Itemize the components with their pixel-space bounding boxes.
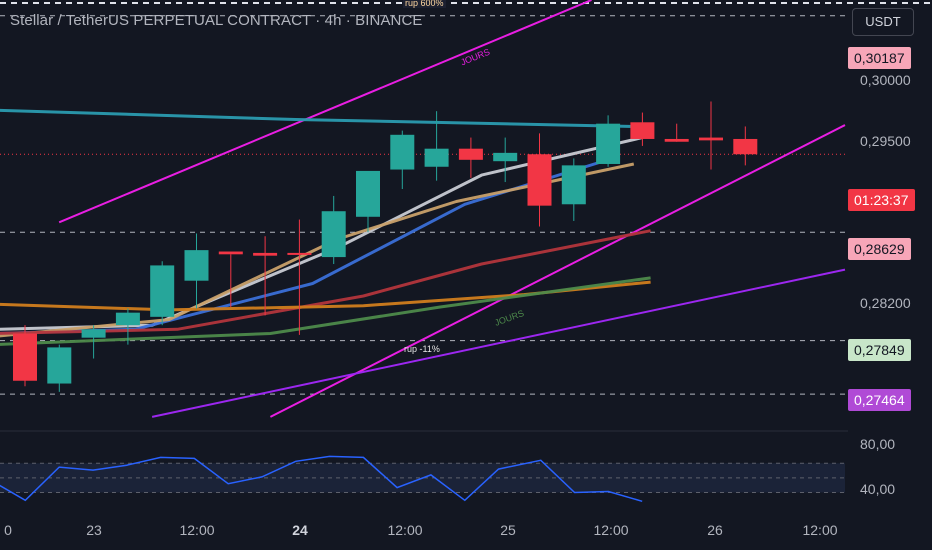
- candle-body[interactable]: [356, 170, 380, 217]
- moving-average-line: [0, 229, 651, 335]
- candle-body[interactable]: [458, 148, 483, 160]
- candle-body[interactable]: [596, 123, 621, 164]
- price-axis-label: 0,29500: [860, 133, 911, 149]
- candle-body[interactable]: [561, 165, 586, 205]
- time-axis-label: 26: [707, 522, 723, 538]
- price-badge-level-27849: 0,27849: [848, 339, 911, 361]
- time-axis-label: 0: [4, 522, 12, 538]
- candle-body[interactable]: [390, 134, 415, 170]
- time-axis-label: 12:00: [593, 522, 629, 538]
- trend-line[interactable]: [58, 0, 592, 224]
- time-axis-label: 12:00: [387, 522, 423, 538]
- moving-average-line: [0, 280, 651, 312]
- oscillator-axis-label: 40,00: [860, 481, 896, 497]
- oscillator-line: [0, 455, 643, 503]
- candle-body[interactable]: [493, 152, 518, 162]
- candle-body[interactable]: [699, 137, 723, 141]
- candle-body[interactable]: [664, 138, 689, 142]
- candle-body[interactable]: [321, 211, 346, 258]
- price-badge-level-30187: 0,30187: [848, 47, 911, 69]
- candle-body[interactable]: [630, 122, 655, 139]
- trend-line[interactable]: [151, 268, 846, 418]
- trend-line[interactable]: [269, 124, 846, 418]
- price-axis-label: 0,30000: [860, 72, 911, 88]
- candle-body[interactable]: [47, 347, 72, 384]
- oscillator-axis-label: 80,00: [860, 436, 896, 452]
- candle-body[interactable]: [81, 329, 106, 338]
- time-axis-label: 12:00: [179, 522, 215, 538]
- candle-body[interactable]: [184, 250, 209, 281]
- candle-body[interactable]: [253, 252, 278, 256]
- candle-body[interactable]: [150, 265, 175, 317]
- time-axis-label: 24: [292, 522, 308, 538]
- candle-body[interactable]: [115, 312, 140, 326]
- candle-body[interactable]: [287, 252, 312, 255]
- currency-selector[interactable]: USDT: [852, 8, 914, 36]
- candle-body[interactable]: [13, 333, 37, 381]
- moving-average-line: [0, 276, 651, 346]
- price-badge-level-28629: 0,28629: [848, 238, 911, 260]
- rup-minus-11-annotation: rup -11%: [404, 344, 440, 354]
- candle-body[interactable]: [218, 251, 243, 255]
- price-axis-label: 0,28200: [860, 295, 911, 311]
- rup-600-annotation: rup 600%: [403, 0, 446, 8]
- chart-title: Stellar / TetherUS PERPETUAL CONTRACT · …: [10, 12, 423, 29]
- candle-body[interactable]: [424, 148, 449, 167]
- time-axis-label: 25: [500, 522, 516, 538]
- time-axis-label: 12:00: [802, 522, 838, 538]
- moving-average-line: [0, 108, 634, 128]
- candle-body[interactable]: [733, 138, 758, 155]
- time-axis-label: 23: [86, 522, 102, 538]
- countdown-badge: 01:23:37: [848, 189, 915, 211]
- price-badge-level-27464: 0,27464: [848, 389, 911, 411]
- candle-body[interactable]: [527, 154, 552, 206]
